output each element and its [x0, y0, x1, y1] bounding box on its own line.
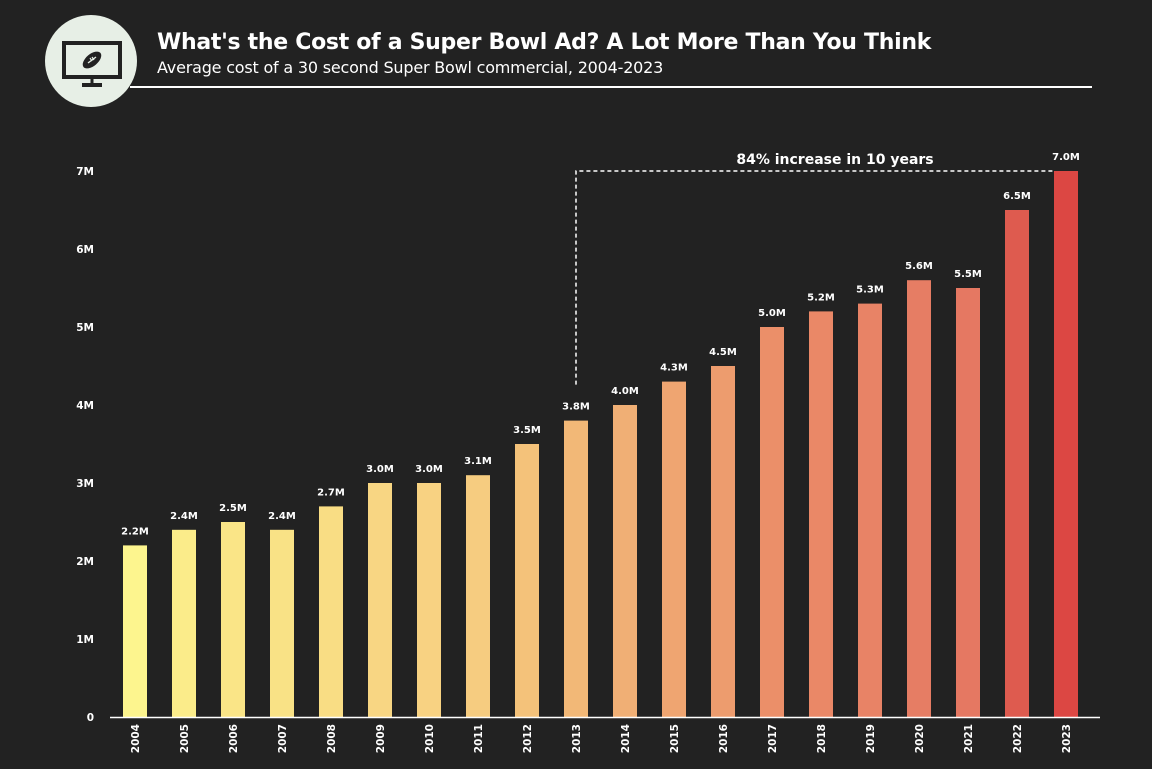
bar-value-label: 3.5M: [513, 425, 541, 436]
bar-value-label: 2.5M: [219, 503, 247, 514]
bar-value-label: 3.8M: [562, 402, 590, 413]
annotation-bracket: [575, 170, 1054, 385]
bar-2010: [417, 483, 441, 717]
chart-title: What's the Cost of a Super Bowl Ad? A Lo…: [157, 30, 932, 55]
x-tick-label: 2020: [914, 724, 926, 753]
y-tick-label: 3M: [76, 478, 94, 490]
bar-2006: [221, 522, 245, 717]
bar-2021: [956, 288, 980, 717]
x-tick-label: 2016: [718, 724, 730, 753]
bar-2019: [858, 303, 882, 717]
x-tick-label: 2014: [620, 724, 632, 753]
bar-value-label: 4.3M: [660, 363, 688, 374]
bar-value-label: 6.5M: [1003, 191, 1031, 202]
y-axis: 0 1M 2M 3M 4M 5M 6M 7M: [76, 166, 94, 724]
bar-2013: [564, 420, 588, 717]
x-tick-label: 2021: [963, 724, 975, 753]
increase-annotation: 84% increase in 10 years: [575, 152, 1054, 385]
x-tick-label: 2019: [865, 724, 877, 753]
bar-value-label: 5.0M: [758, 308, 786, 319]
y-tick-label: 1M: [76, 634, 94, 646]
tv-football-icon: [62, 41, 122, 87]
x-tick-label: 2005: [179, 724, 191, 753]
bar-2012: [515, 444, 539, 717]
bar-2018: [809, 311, 833, 717]
bar-2020: [907, 280, 931, 717]
chart-subtitle: Average cost of a 30 second Super Bowl c…: [157, 58, 664, 77]
bar-value-label: 2.4M: [170, 511, 198, 522]
bar-2008: [319, 506, 343, 717]
x-tick-label: 2011: [473, 724, 485, 753]
y-tick-label: 6M: [76, 244, 94, 256]
bar-2005: [172, 529, 196, 717]
bar-value-label: 5.2M: [807, 292, 835, 303]
y-tick-label: 5M: [76, 322, 94, 334]
bar-value-label: 2.7M: [317, 487, 345, 498]
bar-value-label: 2.2M: [121, 526, 149, 537]
bar-value-label: 4.5M: [709, 347, 737, 358]
x-tick-label: 2008: [326, 724, 338, 753]
bar-value-label: 3.0M: [415, 464, 443, 475]
bar-value-label: 3.0M: [366, 464, 394, 475]
x-tick-label: 2012: [522, 724, 534, 753]
bar-2023: [1054, 171, 1078, 717]
bar-2017: [760, 327, 784, 717]
bar-2022: [1005, 210, 1029, 717]
bar-value-label: 3.1M: [464, 456, 492, 467]
x-tick-label: 2022: [1012, 724, 1024, 753]
y-tick-label: 7M: [76, 166, 94, 178]
bar-2014: [613, 405, 637, 717]
x-tick-label: 2010: [424, 724, 436, 753]
bar-value-labels: 2.2M 2.4M 2.5M 2.4M 2.7M 3.0M 3.0M 3.1M 3.5M 3.8M…: [121, 152, 1080, 537]
bar-value-label: 4.0M: [611, 386, 639, 397]
bar-2004: [123, 545, 147, 717]
x-tick-label: 2004: [130, 724, 142, 753]
x-tick-label: 2013: [571, 724, 583, 753]
bar-2009: [368, 483, 392, 717]
x-tick-label: 2007: [277, 724, 289, 753]
bar-2016: [711, 366, 735, 717]
bar-value-label: 5.6M: [905, 261, 933, 272]
bar-2007: [270, 529, 294, 717]
annotation-text: 84% increase in 10 years: [736, 152, 933, 168]
y-tick-label: 2M: [76, 556, 94, 568]
bar-value-label: 7.0M: [1052, 152, 1080, 163]
logo-badge: [45, 15, 137, 107]
bars: [123, 171, 1078, 717]
x-tick-label: 2023: [1061, 724, 1073, 753]
header-divider: [130, 86, 1092, 88]
bar-2015: [662, 381, 686, 717]
y-tick-label: 4M: [76, 400, 94, 412]
bar-value-label: 5.5M: [954, 269, 982, 280]
x-tick-label: 2006: [228, 724, 240, 753]
bar-2011: [466, 475, 490, 717]
x-tick-label: 2009: [375, 724, 387, 753]
x-tick-label: 2018: [816, 724, 828, 753]
bar-value-label: 2.4M: [268, 511, 296, 522]
x-tick-label: 2015: [669, 724, 681, 753]
x-tick-label: 2017: [767, 724, 779, 753]
bar-value-label: 5.3M: [856, 285, 884, 296]
y-tick-label: 0: [87, 712, 94, 724]
x-axis: 2004 2005 2006 2007 2008 2009 2010 2011 2012 2013…: [110, 716, 1100, 753]
